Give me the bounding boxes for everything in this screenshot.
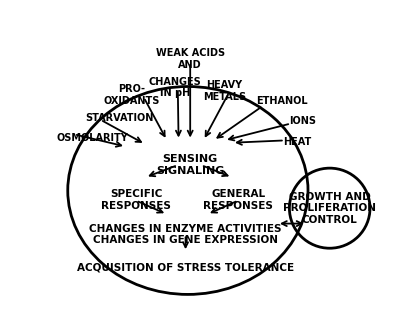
Text: CHANGES IN ENZYME ACTIVITIES
CHANGES IN GENE EXPRESSION: CHANGES IN ENZYME ACTIVITIES CHANGES IN … bbox=[89, 223, 282, 245]
Text: OSMOLARITY: OSMOLARITY bbox=[56, 133, 128, 143]
Text: STARVATION: STARVATION bbox=[85, 114, 153, 123]
Text: CHANGES
IN pH: CHANGES IN pH bbox=[148, 77, 201, 98]
Text: SPECIFIC
RESPONSES: SPECIFIC RESPONSES bbox=[101, 189, 171, 211]
Text: PRO-
OXIDANTS: PRO- OXIDANTS bbox=[104, 84, 160, 106]
Text: IONS: IONS bbox=[289, 116, 316, 126]
Text: GENERAL
RESPONSES: GENERAL RESPONSES bbox=[203, 189, 273, 211]
Text: SENSING
SIGNALING: SENSING SIGNALING bbox=[156, 154, 224, 176]
Text: WEAK ACIDS
AND: WEAK ACIDS AND bbox=[155, 48, 225, 70]
Text: ACQUISITION OF STRESS TOLERANCE: ACQUISITION OF STRESS TOLERANCE bbox=[77, 262, 294, 272]
Text: ETHANOL: ETHANOL bbox=[256, 96, 308, 106]
Text: HEAT: HEAT bbox=[283, 136, 311, 146]
Text: HEAVY
METALS: HEAVY METALS bbox=[203, 80, 246, 102]
Text: GROWTH AND
PROLIFERATION
CONTROL: GROWTH AND PROLIFERATION CONTROL bbox=[283, 192, 376, 225]
